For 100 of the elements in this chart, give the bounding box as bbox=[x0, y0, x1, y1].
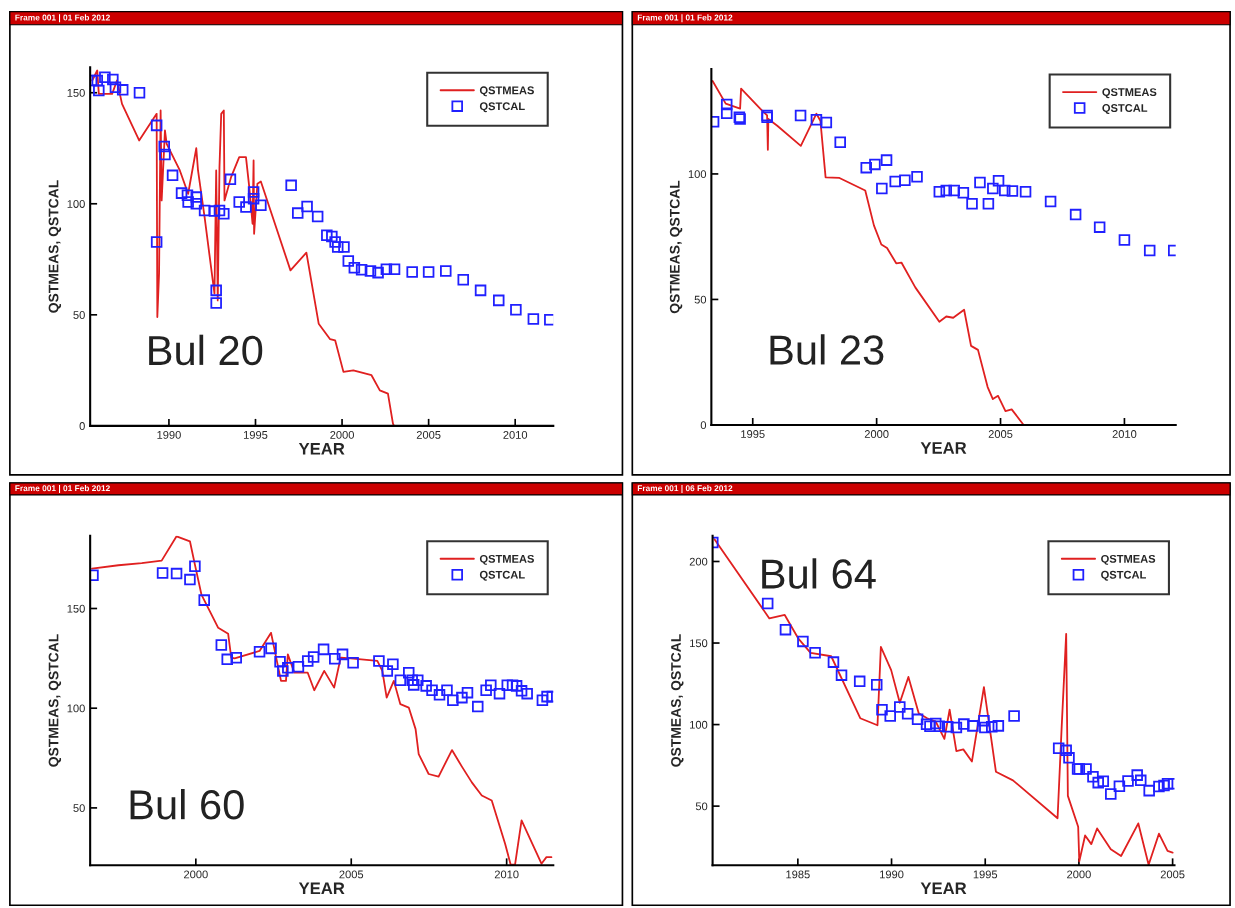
point bbox=[329, 236, 341, 248]
point bbox=[1052, 742, 1065, 754]
point bbox=[156, 567, 169, 579]
point bbox=[536, 694, 549, 706]
point bbox=[221, 653, 233, 666]
point bbox=[233, 196, 245, 208]
text: Bul 60 bbox=[130, 788, 244, 820]
point bbox=[224, 173, 237, 186]
point bbox=[348, 261, 361, 274]
y-tick-label: 100 bbox=[67, 704, 85, 713]
legend-label: QSTCAL bbox=[479, 102, 525, 113]
y-tick-label: 100 bbox=[690, 720, 708, 729]
point bbox=[894, 701, 906, 713]
point bbox=[1153, 780, 1165, 793]
point bbox=[213, 204, 226, 217]
point bbox=[940, 184, 953, 197]
point bbox=[1143, 784, 1155, 797]
point bbox=[911, 713, 924, 726]
x-tick-label: 2005 bbox=[416, 431, 441, 439]
point bbox=[510, 303, 522, 316]
point bbox=[978, 714, 990, 727]
point bbox=[720, 98, 733, 111]
point bbox=[901, 708, 914, 720]
point bbox=[835, 669, 848, 681]
point bbox=[364, 265, 377, 277]
point bbox=[1097, 775, 1110, 788]
point bbox=[457, 273, 470, 286]
point bbox=[394, 674, 407, 687]
point bbox=[331, 241, 344, 253]
point bbox=[321, 229, 333, 242]
x-axis-title: YEAR bbox=[298, 882, 345, 895]
point bbox=[979, 721, 991, 734]
point bbox=[402, 666, 415, 679]
line-series bbox=[91, 535, 553, 866]
point bbox=[317, 643, 330, 656]
y-tick-label: 100 bbox=[67, 200, 85, 208]
point bbox=[150, 119, 163, 132]
point bbox=[1006, 185, 1019, 197]
point bbox=[107, 73, 119, 86]
point bbox=[240, 201, 252, 213]
y-tick-label: 50 bbox=[694, 295, 707, 304]
point bbox=[485, 679, 497, 692]
point bbox=[1008, 710, 1020, 722]
point bbox=[541, 690, 553, 703]
point bbox=[820, 116, 833, 129]
y-tick-label: 50 bbox=[695, 802, 708, 811]
point bbox=[880, 154, 893, 166]
point bbox=[810, 113, 823, 126]
x-tick-label: 2010 bbox=[503, 431, 528, 439]
point bbox=[987, 182, 999, 195]
point bbox=[809, 647, 821, 659]
point bbox=[326, 230, 338, 243]
point bbox=[461, 686, 474, 699]
line-series bbox=[711, 80, 1024, 425]
point bbox=[853, 675, 866, 688]
text: Frame 001 | 01 Feb 2012 bbox=[15, 14, 110, 23]
point bbox=[190, 191, 203, 203]
point bbox=[247, 192, 260, 205]
point bbox=[274, 655, 286, 668]
point bbox=[761, 597, 774, 610]
point bbox=[422, 266, 435, 278]
point bbox=[133, 86, 146, 99]
point bbox=[158, 140, 171, 153]
x-tick-label: 2000 bbox=[1067, 870, 1091, 879]
point bbox=[372, 266, 384, 279]
point bbox=[998, 184, 1011, 197]
point bbox=[492, 294, 505, 307]
legend-label: QSTMEAS bbox=[1101, 554, 1156, 565]
text: Frame 001 | 01 Feb 2012 bbox=[15, 485, 110, 493]
x-tick-label: 1995 bbox=[243, 431, 268, 439]
point bbox=[210, 284, 222, 297]
text: Bul 20 bbox=[149, 334, 263, 366]
point bbox=[797, 635, 809, 648]
point bbox=[387, 658, 399, 671]
point bbox=[1134, 774, 1147, 787]
point bbox=[285, 179, 297, 192]
y-axis-title: QSTMEAS, QSTCAL bbox=[48, 634, 62, 767]
point bbox=[1122, 775, 1134, 787]
point bbox=[1019, 185, 1032, 198]
point bbox=[1158, 779, 1170, 792]
y-tick-label: 200 bbox=[689, 557, 708, 566]
point bbox=[869, 158, 881, 171]
y-axis-title: QSTMEAS, QSTCAL bbox=[669, 180, 683, 314]
point bbox=[347, 656, 359, 669]
point bbox=[958, 718, 970, 730]
point bbox=[181, 189, 194, 202]
point bbox=[1087, 771, 1099, 783]
point bbox=[884, 710, 896, 722]
point bbox=[175, 187, 188, 199]
point bbox=[373, 655, 385, 667]
point bbox=[329, 652, 341, 665]
text: Frame 001 | 01 Feb 2012 bbox=[637, 14, 733, 23]
x-tick-label: 2010 bbox=[494, 870, 519, 879]
point bbox=[253, 646, 266, 658]
point bbox=[159, 148, 171, 161]
point bbox=[291, 207, 304, 219]
point bbox=[1080, 763, 1092, 775]
point bbox=[471, 700, 484, 713]
point bbox=[929, 717, 942, 730]
x-tick-label: 2005 bbox=[988, 430, 1013, 438]
